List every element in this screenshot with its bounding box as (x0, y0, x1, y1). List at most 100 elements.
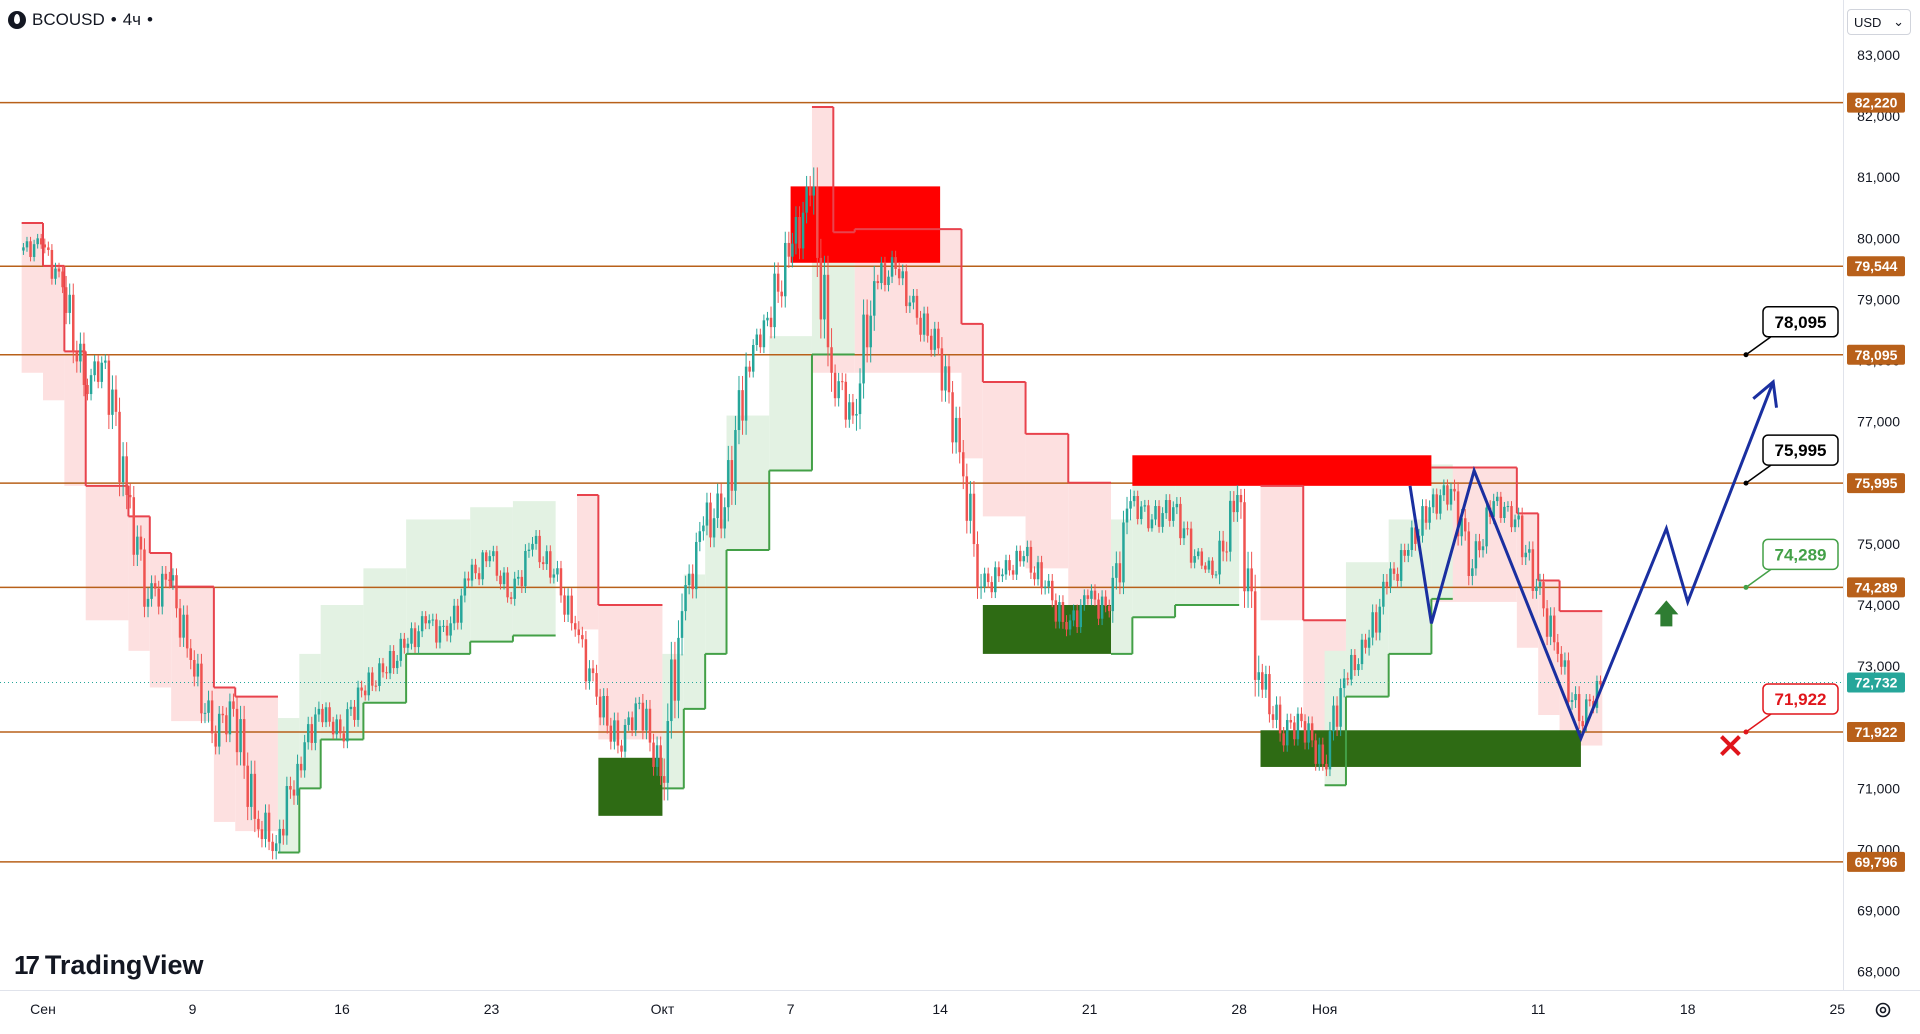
candle-body (175, 575, 178, 609)
callout-anchor (1743, 729, 1749, 735)
candle-body (919, 317, 922, 335)
candle-body (371, 672, 374, 686)
candle-body (406, 643, 410, 648)
candle-body (531, 543, 534, 550)
candle-body (659, 745, 662, 777)
candle-body (1161, 513, 1164, 527)
candle-body (47, 247, 50, 250)
candle-body (997, 567, 1001, 577)
candle-body (246, 765, 249, 807)
resist-fill (1025, 433, 1069, 569)
candle-body (645, 708, 648, 731)
candle-body (1140, 506, 1143, 520)
candle-body (1513, 519, 1517, 528)
candle-body (182, 614, 185, 638)
symbol-header[interactable]: BCOUSD • 4ч • (8, 8, 153, 32)
candle-body (1560, 653, 1563, 667)
currency-select[interactable]: USD ⌄ (1847, 9, 1911, 35)
candle-body (339, 719, 342, 734)
candle-body (784, 242, 787, 297)
candle-body (1065, 621, 1068, 630)
candle-body (1253, 591, 1257, 680)
candle-body (808, 186, 812, 196)
candle-body (57, 268, 61, 272)
candle-body (360, 687, 363, 691)
candle-body (1090, 590, 1093, 599)
callout-anchor (1743, 480, 1749, 486)
forecast-path (1408, 381, 1775, 743)
x-tick-label: 9 (189, 1001, 197, 1017)
resist-fill (64, 351, 86, 486)
candle-body (634, 703, 637, 731)
candle-body (93, 361, 96, 376)
level-price-badge (1847, 721, 1905, 742)
candle-body (1193, 556, 1196, 563)
candle-body (1097, 599, 1100, 619)
candle-body (484, 552, 488, 562)
candle-body (324, 707, 328, 723)
candle-body (470, 564, 474, 581)
candle-body (264, 812, 267, 840)
candle-body (680, 611, 684, 638)
candle-body (1172, 507, 1175, 521)
chart-settings-button[interactable] (1871, 998, 1895, 1022)
candle-body (833, 372, 837, 399)
candle-body (1047, 580, 1050, 587)
resist-fill (1538, 580, 1560, 715)
candle-body (858, 383, 862, 415)
candle-body (905, 271, 908, 307)
candle-body (1122, 522, 1125, 583)
candle-body (1577, 694, 1581, 722)
candle-body (1382, 581, 1385, 607)
candle-body (1083, 595, 1086, 605)
candle-body (1175, 503, 1179, 508)
candle-body (495, 551, 499, 576)
candle-body (1335, 705, 1339, 727)
candle-body (684, 585, 687, 612)
support-fill (512, 501, 556, 636)
candle-body (1353, 654, 1357, 671)
candle-body (1467, 531, 1471, 576)
candle-body (1357, 664, 1360, 671)
candle-body (335, 719, 338, 735)
candle-body (595, 673, 598, 697)
candle-body (100, 362, 103, 382)
callout-box (1762, 538, 1839, 571)
candle-body (1570, 700, 1574, 702)
candle-body (171, 575, 175, 581)
candle-body (1528, 549, 1531, 553)
candle-body (82, 343, 86, 385)
candle-body (702, 525, 705, 532)
candle-body (257, 818, 260, 830)
candle-body (153, 583, 157, 589)
resist-fill (85, 485, 129, 621)
candle-body (1179, 503, 1182, 539)
candle-body (61, 271, 64, 288)
resist-fill (598, 605, 663, 740)
candle-body (1496, 496, 1499, 502)
candle-body (267, 812, 271, 842)
candle-body (203, 712, 207, 714)
candle-body (395, 660, 399, 669)
y-tick-label: 77,000 (1857, 414, 1900, 430)
candle-body (1232, 500, 1236, 513)
gear-icon (1875, 1002, 1891, 1018)
candle-body (944, 366, 947, 391)
candle-body (581, 635, 584, 640)
candle-body (43, 244, 47, 248)
tradingview-logo[interactable]: 17 TradingView (14, 950, 203, 981)
resist-fill (577, 495, 599, 630)
candle-body (239, 719, 242, 753)
candle-body (1332, 705, 1335, 732)
candle-body (452, 605, 456, 624)
resist-fill (1559, 611, 1603, 746)
candle-body (75, 351, 79, 362)
candle-body (894, 257, 897, 269)
candle-body (623, 724, 627, 752)
candle-body (662, 776, 666, 783)
candle-body (805, 186, 808, 213)
candle-body (1481, 546, 1485, 551)
candle-body (1204, 565, 1207, 570)
